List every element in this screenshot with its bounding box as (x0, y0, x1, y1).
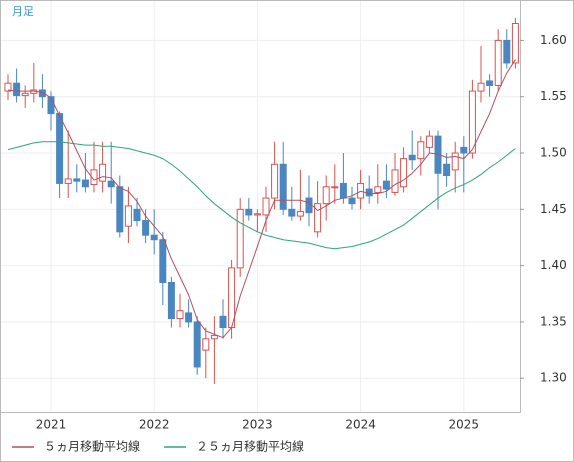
candle-body (400, 158, 408, 188)
candle-body (210, 334, 218, 340)
candle-body (90, 169, 98, 186)
candle-body (331, 186, 339, 189)
candle-body (167, 282, 175, 320)
candle-body (81, 179, 89, 188)
candle-body (288, 208, 296, 217)
candle-body (296, 211, 304, 217)
candle-body (236, 208, 244, 269)
candle-body (425, 135, 433, 148)
y-tick-label: 1.50 (540, 146, 567, 160)
candle-body (374, 186, 382, 193)
candle-body (348, 197, 356, 205)
candle-body (460, 146, 468, 154)
moving-average-line (7, 141, 516, 250)
candle-body (176, 310, 184, 320)
candle-body (322, 186, 330, 205)
candle-body (357, 182, 365, 199)
candle-body (185, 312, 193, 323)
candle-body (4, 82, 12, 92)
candle-body (13, 82, 21, 97)
candle-body (305, 197, 313, 214)
candle-body (391, 169, 399, 193)
candle-body (73, 178, 81, 182)
candle-body (511, 23, 519, 64)
candle-body (382, 180, 390, 190)
candle-body (262, 197, 270, 216)
candle-body (365, 188, 373, 197)
candle-body (56, 113, 64, 184)
candle-body (124, 205, 132, 227)
candle-body (271, 163, 279, 199)
candle-body (159, 239, 167, 284)
candle-body (38, 89, 46, 98)
candle-body (142, 220, 150, 236)
candle-body (339, 182, 347, 199)
candle-body (443, 163, 451, 177)
candle-body (107, 180, 115, 188)
y-tick-label: 1.55 (540, 89, 567, 103)
x-tick-label: 2022 (139, 418, 170, 432)
y-tick-label: 1.30 (540, 371, 567, 385)
candle-body (99, 163, 107, 182)
candle-body (477, 82, 485, 92)
candle-body (417, 141, 425, 160)
x-tick-label: 2025 (449, 418, 480, 432)
x-tick-label: 2024 (345, 418, 376, 432)
candle-body (486, 80, 494, 86)
legend-label: ２５ヵ月移動平均線 (196, 439, 304, 454)
y-tick-label: 1.40 (540, 258, 567, 272)
candle-body (503, 39, 511, 64)
candle-body (253, 213, 261, 216)
candle-body (279, 163, 287, 210)
candle-body (451, 152, 459, 171)
period-label: 月足 (12, 5, 34, 18)
candle-body (133, 208, 141, 222)
x-tick-label: 2023 (242, 418, 273, 432)
candle-body (193, 321, 201, 368)
candle-body (64, 178, 72, 184)
y-tick-label: 1.35 (540, 314, 567, 328)
candle-body (434, 135, 442, 174)
candle-body (494, 39, 502, 86)
y-tick-label: 1.45 (540, 202, 567, 216)
x-tick-label: 2021 (36, 418, 67, 432)
candle-body (219, 315, 227, 329)
y-tick-label: 1.60 (540, 33, 567, 47)
candle-body (408, 154, 416, 161)
candle-body (47, 96, 55, 115)
candle-body (150, 234, 158, 241)
candle-body (116, 186, 124, 233)
candle-body (245, 208, 253, 216)
legend-label: ５ヵ月移動平均線 (44, 439, 140, 454)
candle-body (21, 92, 29, 97)
plot-area (0, 0, 521, 413)
candle-body (314, 203, 322, 233)
candle-body (468, 90, 476, 154)
candle-body (202, 338, 210, 351)
